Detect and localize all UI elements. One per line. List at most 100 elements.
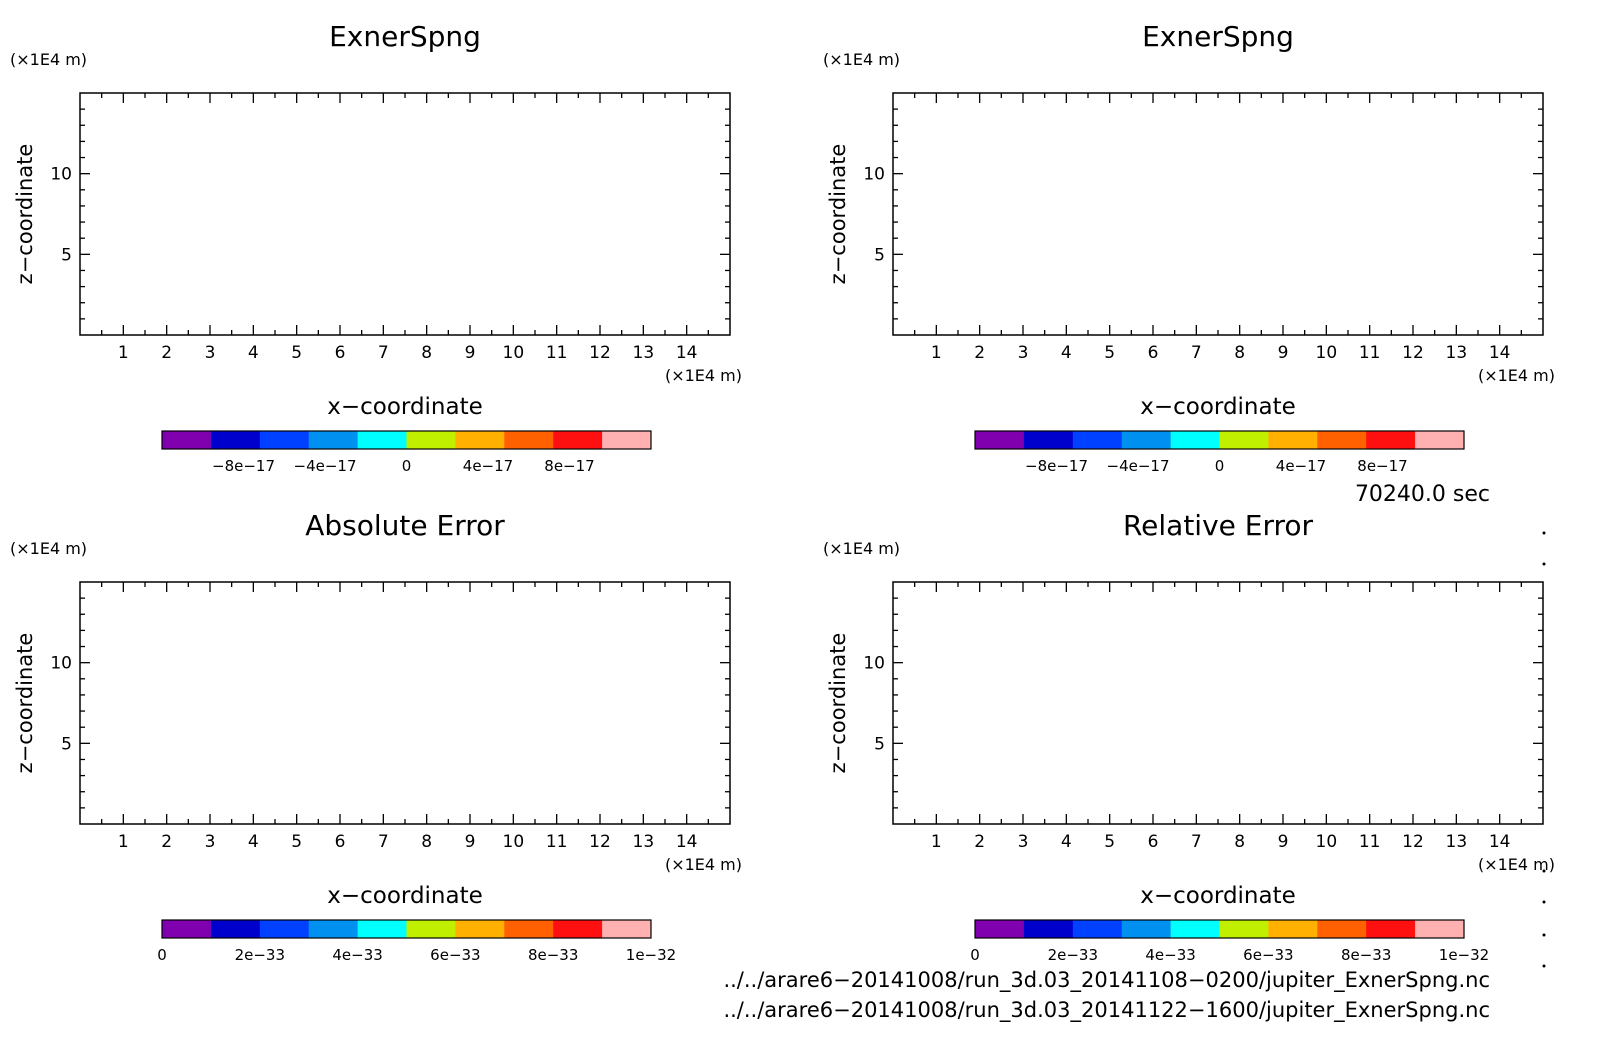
- x-tick-label: 3: [205, 343, 216, 363]
- x-tick-label: 8: [1234, 832, 1245, 852]
- colorbar-tick-label: 2e−33: [1048, 946, 1098, 964]
- x-tick-label: 2: [161, 343, 172, 363]
- colorbar-swatch: [553, 920, 603, 938]
- colorbar-swatch: [357, 431, 407, 449]
- colorbar-swatch: [259, 920, 310, 938]
- colorbar-swatch: [1268, 920, 1318, 938]
- colorbar-swatch: [1170, 920, 1220, 938]
- x-tick-label: 13: [1446, 832, 1468, 852]
- colorbar-tick-label: 0: [157, 946, 167, 964]
- colorbar-tick-label: 4e−17: [1276, 457, 1326, 475]
- x-tick-label: 7: [1191, 343, 1202, 363]
- x-tick-label: 8: [421, 343, 432, 363]
- colorbar-tick-label: 8e−33: [528, 946, 578, 964]
- y-tick-label: 10: [863, 654, 885, 674]
- x-tick-label: 13: [633, 343, 655, 363]
- x-tick-label: 2: [161, 832, 172, 852]
- plot-frame: [892, 581, 1544, 825]
- colorbar-swatch: [602, 920, 652, 938]
- plot-frame: [79, 92, 731, 336]
- colorbar-swatch: [1219, 431, 1269, 449]
- y-axis-label: z−coordinate: [826, 633, 850, 774]
- x-axis-label: x−coordinate: [327, 394, 483, 420]
- colorbar-tick-label: 4e−33: [1145, 946, 1195, 964]
- x-tick-label: 7: [378, 832, 389, 852]
- panel-2: ExnerSpng(×1E4 m)1 2 3 4 5 6 7 8 9 10 11 12 13 14510z…: [823, 20, 1555, 475]
- y-unit-label: (×1E4 m): [10, 539, 87, 558]
- x-tick-label: 3: [1018, 343, 1029, 363]
- colorbar-swatch: [1072, 920, 1123, 938]
- x-unit-label: (×1E4 m): [665, 366, 742, 385]
- x-tick-label: 13: [633, 832, 655, 852]
- x-unit-label: (×1E4 m): [1478, 366, 1555, 385]
- x-tick-label: 14: [676, 832, 698, 852]
- panel-title: ExnerSpng: [1142, 20, 1294, 53]
- colorbar-tick-label: 6e−33: [1243, 946, 1293, 964]
- y-tick-label: 5: [61, 245, 72, 265]
- y-tick-label: 10: [50, 165, 72, 185]
- colorbar-swatch: [308, 920, 359, 938]
- x-tick-label: 9: [1278, 343, 1289, 363]
- x-axis-label: x−coordinate: [327, 883, 483, 909]
- colorbar-tick-label: −8e−17: [212, 457, 275, 475]
- colorbar-swatch: [162, 431, 212, 449]
- x-tick-label: 6: [1148, 832, 1159, 852]
- x-tick-label: 3: [205, 832, 216, 852]
- colorbar-swatch: [406, 920, 456, 938]
- x-tick-label: 9: [465, 343, 476, 363]
- colorbar-swatch: [1121, 431, 1172, 449]
- colorbar-tick-label: −4e−17: [294, 457, 357, 475]
- marker-dot: [1542, 964, 1546, 968]
- panel-1: ExnerSpng(×1E4 m)1 2 3 4 5 6 7 8 9 10 11 12 13 14510z…: [10, 20, 742, 475]
- x-tick-label: 12: [1402, 343, 1424, 363]
- colorbar-swatch: [1170, 431, 1220, 449]
- x-tick-label: 2: [974, 832, 985, 852]
- colorbar-swatch: [406, 431, 456, 449]
- x-tick-label: 4: [248, 832, 259, 852]
- colorbar-swatch: [308, 431, 359, 449]
- x-tick-label: 4: [1061, 832, 1072, 852]
- panel-title: Absolute Error: [305, 509, 505, 542]
- panel-title: ExnerSpng: [329, 20, 481, 53]
- y-unit-label: (×1E4 m): [823, 50, 900, 69]
- x-tick-label: 5: [1104, 343, 1115, 363]
- colorbar-swatch: [1023, 431, 1074, 449]
- x-tick-label: 11: [1359, 343, 1381, 363]
- colorbar-swatch: [1121, 920, 1172, 938]
- colorbar-swatch: [1415, 920, 1465, 938]
- colorbar-swatch: [553, 431, 603, 449]
- colorbar-tick-label: 0: [1215, 457, 1225, 475]
- colorbar-frame: [161, 430, 652, 450]
- colorbar-swatch: [975, 431, 1025, 449]
- colorbar-swatch: [504, 920, 554, 938]
- x-tick-label: 2: [974, 343, 985, 363]
- y-axis-label: z−coordinate: [13, 633, 37, 774]
- marker-dot: [1542, 933, 1546, 937]
- x-tick-label: 3: [1018, 832, 1029, 852]
- x-tick-label: 8: [1234, 343, 1245, 363]
- x-tick-label: 6: [335, 832, 346, 852]
- colorbar-tick-label: 0: [970, 946, 980, 964]
- marker-dot: [1542, 900, 1546, 904]
- x-unit-label: (×1E4 m): [665, 855, 742, 874]
- marker-dot: [1542, 869, 1546, 873]
- y-unit-label: (×1E4 m): [823, 539, 900, 558]
- panel-title: Relative Error: [1123, 509, 1314, 542]
- x-tick-label: 9: [465, 832, 476, 852]
- colorbar-swatch: [210, 431, 261, 449]
- colorbar-swatch: [357, 920, 407, 938]
- x-tick-label: 12: [589, 832, 611, 852]
- y-tick-label: 10: [50, 654, 72, 674]
- x-tick-label: 13: [1446, 343, 1468, 363]
- colorbar-swatch: [975, 920, 1025, 938]
- colorbar-swatch: [162, 920, 212, 938]
- x-tick-label: 10: [503, 832, 525, 852]
- colorbar-swatch: [1219, 920, 1269, 938]
- x-tick-label: 14: [1489, 343, 1511, 363]
- colorbar-tick-label: 0: [402, 457, 412, 475]
- x-tick-label: 11: [546, 343, 568, 363]
- colorbar-swatch: [259, 431, 310, 449]
- y-axis-label: z−coordinate: [826, 144, 850, 285]
- colorbar-swatch: [1072, 431, 1123, 449]
